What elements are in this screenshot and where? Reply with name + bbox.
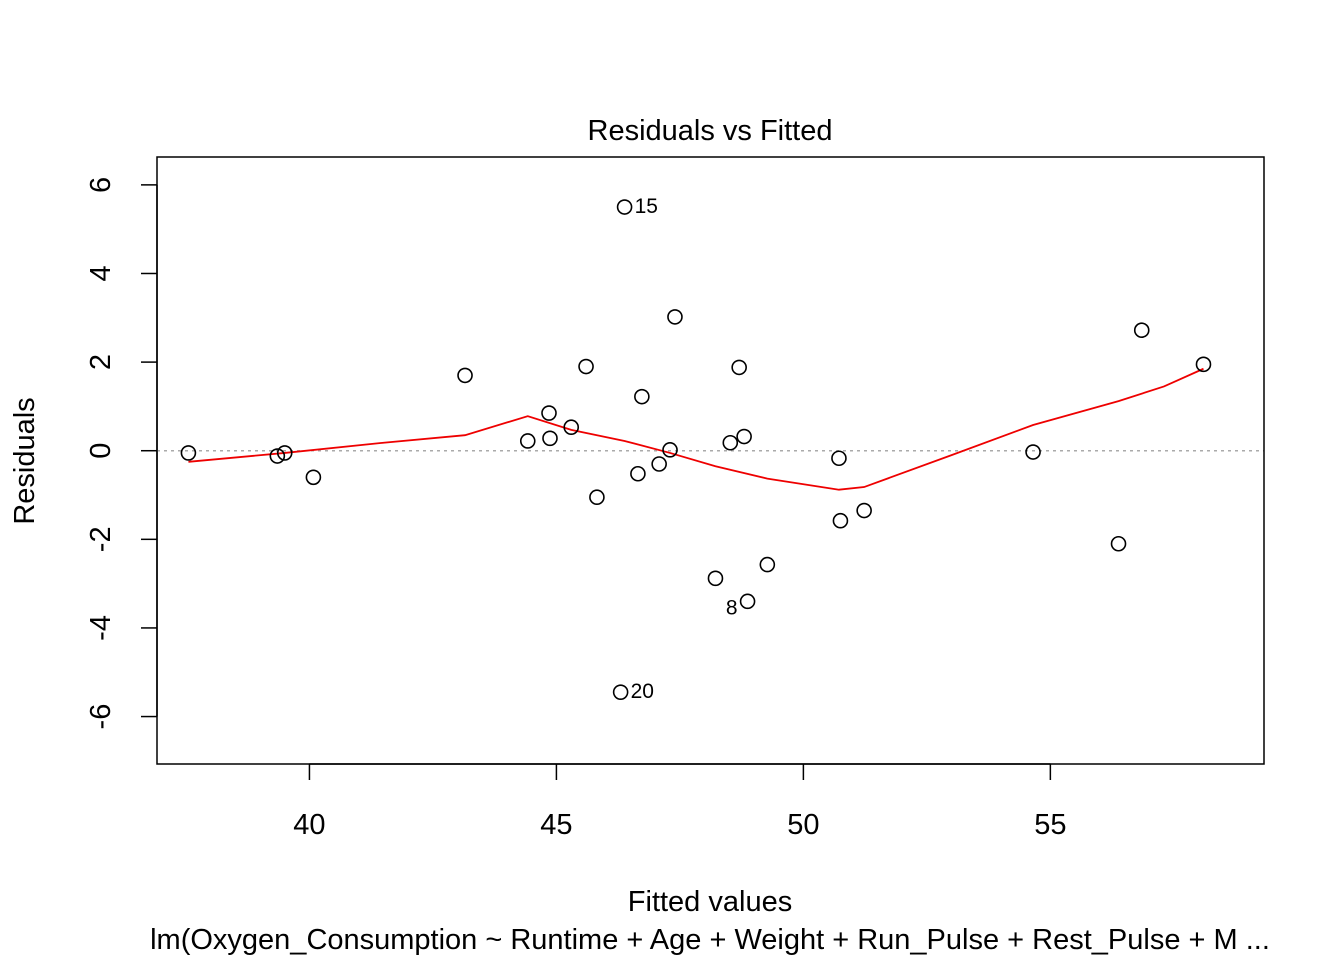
- x-tick-label: 55: [1034, 809, 1066, 841]
- data-point: [832, 512, 849, 529]
- data-point: [276, 445, 293, 461]
- data-point: [542, 430, 558, 447]
- y-axis-label: Residuals: [9, 397, 41, 524]
- point-label: 15: [635, 195, 658, 218]
- point-label: 20: [631, 680, 654, 703]
- y-tick-label: 0: [85, 443, 117, 459]
- data-point: [856, 502, 872, 519]
- data-point: [1195, 356, 1212, 373]
- data-point: [180, 445, 197, 461]
- data-point: [736, 428, 752, 445]
- y-tick-label: -2: [85, 526, 117, 552]
- axes: 40 45 50 55 -6 -4 -2 0 2 4 6: [85, 177, 1066, 841]
- data-point: [305, 469, 322, 486]
- data-point: [662, 442, 678, 458]
- data-point: [634, 388, 650, 405]
- model-formula-subtitle: lm(Oxygen_Consumption ~ Runtime + Age + …: [150, 924, 1270, 956]
- x-tick-label: 50: [787, 809, 819, 841]
- data-point: [667, 309, 683, 325]
- data-point: [1025, 444, 1041, 460]
- data-point: [616, 199, 633, 215]
- y-tick-label: -4: [85, 615, 117, 641]
- data-point: [519, 433, 536, 449]
- data-point: [541, 405, 557, 421]
- x-tick-label: 40: [293, 809, 325, 841]
- data-point: [589, 489, 605, 506]
- residual-points: 20 15 8: [180, 195, 1212, 703]
- point-label: 8: [726, 596, 738, 619]
- data-point: [759, 556, 776, 573]
- y-tick-label: 4: [85, 265, 117, 281]
- data-point: [739, 593, 756, 610]
- data-point: [651, 456, 667, 472]
- plot-frame: [156, 156, 1265, 765]
- x-tick-label: 45: [540, 809, 572, 841]
- data-point: [731, 359, 747, 376]
- data-point: [457, 367, 473, 384]
- data-point: [1133, 322, 1150, 339]
- data-point: [630, 465, 646, 482]
- chart-title: Residuals vs Fitted: [588, 115, 833, 147]
- y-tick-label: -6: [85, 704, 117, 730]
- smoother-line: [188, 367, 1204, 491]
- data-point: [563, 419, 580, 436]
- data-point: [269, 448, 286, 464]
- data-point: [578, 358, 594, 375]
- data-point: [831, 450, 847, 467]
- data-point: [612, 684, 629, 700]
- data-point: [722, 434, 739, 451]
- x-axis-label: Fitted values: [628, 886, 792, 918]
- y-tick-label: 2: [85, 354, 117, 370]
- y-tick-label: 6: [85, 177, 117, 193]
- data-point: [707, 570, 724, 587]
- data-point: [1110, 535, 1127, 552]
